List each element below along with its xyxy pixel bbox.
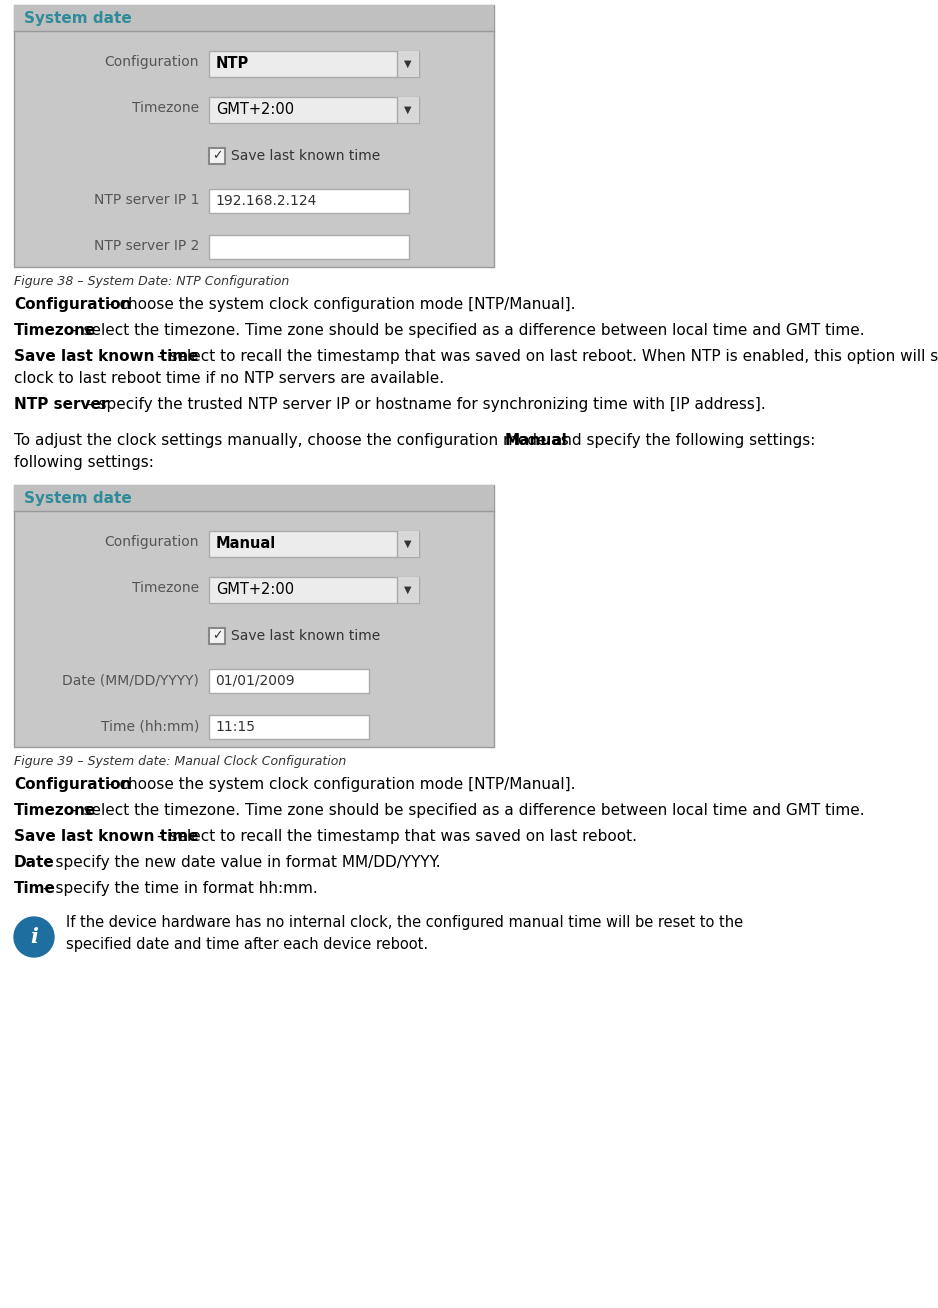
Text: NTP server: NTP server	[14, 398, 109, 412]
Text: – select to recall the timestamp that was saved on last reboot. When NTP is enab: – select to recall the timestamp that wa…	[158, 349, 938, 364]
Text: clock to last reboot time if no NTP servers are available.: clock to last reboot time if no NTP serv…	[14, 371, 444, 386]
Text: – choose the system clock configuration mode [NTP/Manual].: – choose the system clock configuration …	[107, 777, 576, 793]
Text: specified date and time after each device reboot.: specified date and time after each devic…	[66, 937, 428, 952]
Bar	[209, 97, 419, 123]
Text: Figure 39 – System date: Manual Clock Configuration: Figure 39 – System date: Manual Clock Co…	[14, 755, 346, 768]
Bar	[397, 51, 419, 77]
Text: GMT+2:00: GMT+2:00	[216, 582, 295, 598]
Text: To adjust the clock settings manually, choose the configuration mode as: To adjust the clock settings manually, c…	[14, 433, 574, 449]
Text: – select the timezone. Time zone should be specified as a difference between loc: – select the timezone. Time zone should …	[71, 803, 865, 818]
Text: – select the timezone. Time zone should be specified as a difference between loc: – select the timezone. Time zone should …	[71, 323, 865, 337]
Text: – specify the trusted NTP server IP or hostname for synchronizing time with [IP : – specify the trusted NTP server IP or h…	[85, 398, 765, 412]
Text: Save last known time: Save last known time	[14, 349, 199, 364]
Text: Configuration: Configuration	[104, 535, 199, 549]
Bar	[209, 148, 225, 164]
Text: NTP server IP 1: NTP server IP 1	[94, 194, 199, 207]
Text: 11:15: 11:15	[215, 719, 255, 734]
Bar	[209, 715, 369, 739]
Bar	[397, 531, 419, 557]
Text: Configuration: Configuration	[14, 777, 131, 793]
Text: Timezone: Timezone	[132, 101, 199, 115]
Text: Manual: Manual	[505, 433, 567, 449]
Text: ▼: ▼	[404, 105, 412, 115]
Text: NTP server IP 2: NTP server IP 2	[94, 239, 199, 252]
Text: Save last known time: Save last known time	[231, 629, 380, 644]
Text: Date (MM/DD/YYYY): Date (MM/DD/YYYY)	[62, 674, 199, 687]
Text: Save last known time: Save last known time	[14, 829, 199, 844]
Text: Manual: Manual	[216, 536, 277, 552]
Bar	[397, 97, 419, 123]
Bar	[209, 531, 419, 557]
Bar	[209, 577, 419, 603]
Bar	[397, 577, 419, 603]
Text: 192.168.2.124: 192.168.2.124	[215, 194, 316, 208]
Bar	[209, 188, 409, 213]
Text: Timezone: Timezone	[14, 803, 97, 818]
Text: – specify the time in format hh:mm.: – specify the time in format hh:mm.	[42, 882, 317, 896]
Bar	[14, 485, 494, 747]
Text: System date: System date	[24, 10, 131, 25]
Text: Timezone: Timezone	[132, 581, 199, 595]
Text: ✓: ✓	[212, 149, 222, 162]
Text: Timezone: Timezone	[14, 323, 97, 337]
Text: – choose the system clock configuration mode [NTP/Manual].: – choose the system clock configuration …	[107, 297, 576, 313]
Text: If the device hardware has no internal clock, the configured manual time will be: If the device hardware has no internal c…	[66, 916, 743, 930]
Bar	[209, 668, 369, 693]
Bar	[14, 5, 494, 267]
Text: following settings:: following settings:	[14, 455, 154, 470]
Text: and specify the following settings:: and specify the following settings:	[548, 433, 815, 449]
Bar	[209, 51, 419, 77]
Text: ✓: ✓	[212, 629, 222, 642]
Text: – select to recall the timestamp that was saved on last reboot.: – select to recall the timestamp that wa…	[158, 829, 637, 844]
Text: System date: System date	[24, 490, 131, 505]
Text: Date: Date	[14, 855, 54, 870]
Text: Time: Time	[14, 882, 56, 896]
Text: Figure 38 – System Date: NTP Configuration: Figure 38 – System Date: NTP Configurati…	[14, 275, 289, 288]
Text: i: i	[30, 927, 38, 947]
Text: – specify the new date value in format MM/DD/YYYY.: – specify the new date value in format M…	[42, 855, 440, 870]
Text: Save last known time: Save last known time	[231, 149, 380, 164]
Text: Time (hh:mm): Time (hh:mm)	[100, 719, 199, 732]
Text: GMT+2:00: GMT+2:00	[216, 102, 295, 118]
Circle shape	[14, 917, 54, 957]
Text: ▼: ▼	[404, 59, 412, 69]
Text: ▼: ▼	[404, 539, 412, 549]
Bar	[209, 628, 225, 644]
Bar	[209, 235, 409, 259]
Text: ▼: ▼	[404, 585, 412, 595]
Bar	[14, 5, 494, 31]
Text: Configuration: Configuration	[104, 55, 199, 69]
Text: NTP: NTP	[216, 56, 250, 72]
Text: 01/01/2009: 01/01/2009	[215, 674, 295, 688]
Bar	[14, 485, 494, 511]
Text: Configuration: Configuration	[14, 297, 131, 313]
